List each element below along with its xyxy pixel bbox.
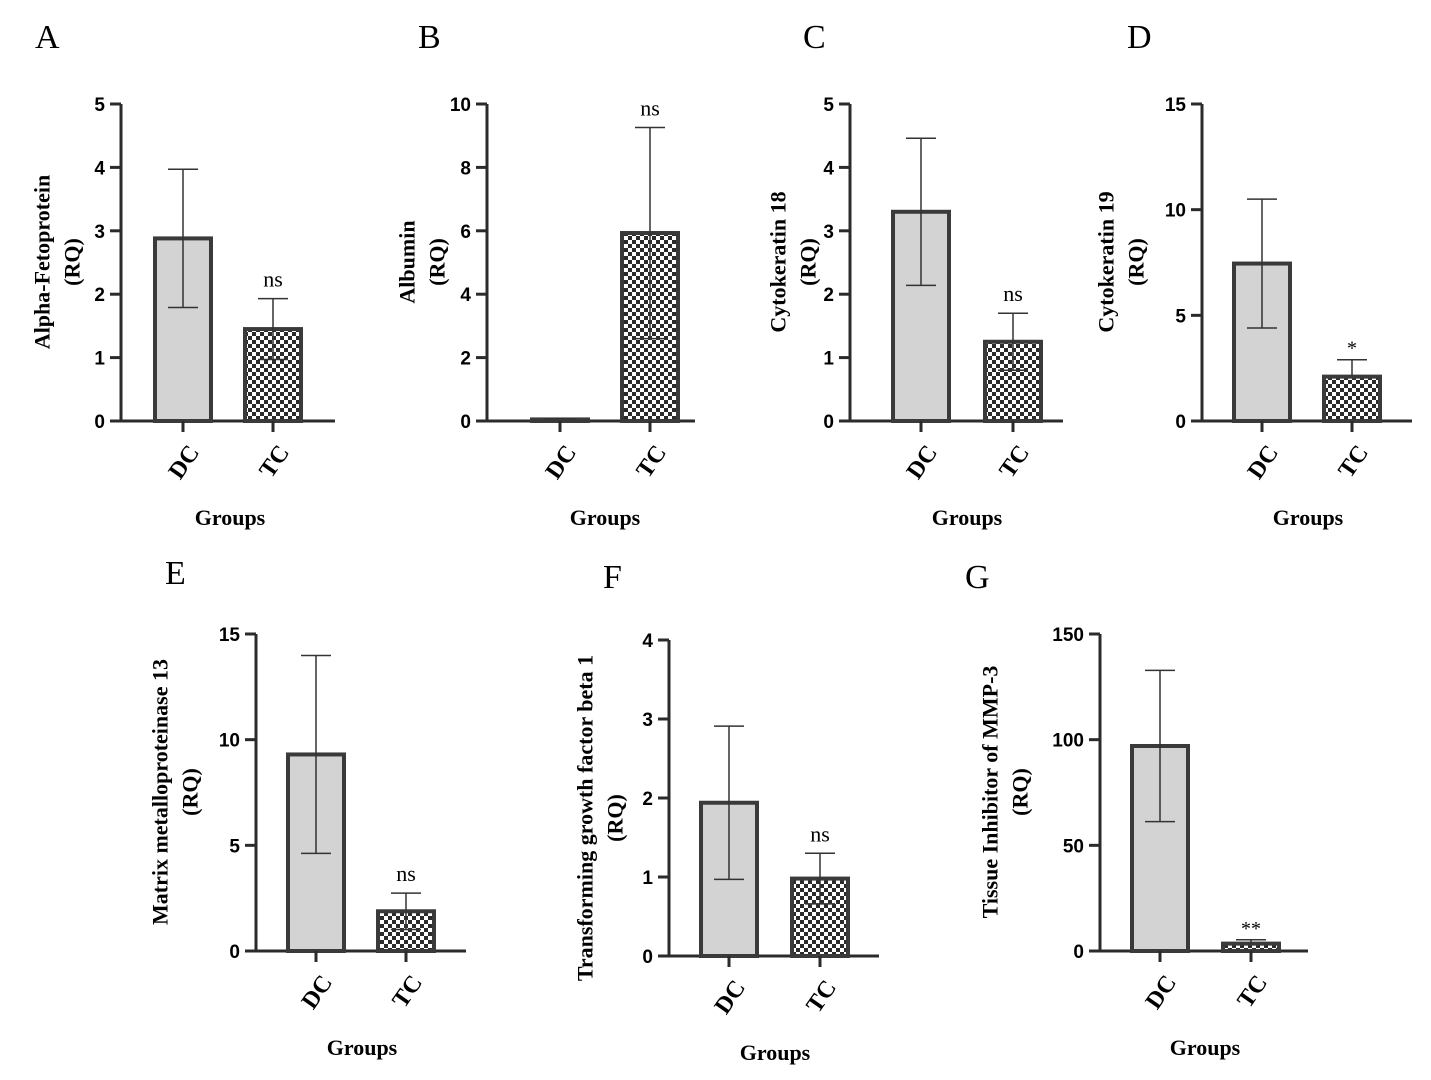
y-axis-title: Albumin — [395, 220, 420, 303]
y-axis-title: Cytokeratin 18 — [766, 191, 791, 332]
y-tick-label: 150 — [1052, 625, 1084, 646]
bar-dc — [530, 417, 590, 424]
category-label: TC — [632, 441, 672, 483]
y-axis-title: (RQ) — [796, 238, 821, 286]
y-axis-title: Cytokeratin 19 — [1094, 191, 1119, 332]
y-tick-label: 100 — [1052, 731, 1084, 752]
panel-label: B — [418, 19, 441, 56]
y-axis-title: (RQ) — [1124, 238, 1149, 286]
y-tick-label: 8 — [460, 158, 471, 179]
chart-panel-f: F 0 1 2 3 4 DC ns TC Groups Transforming growth fa… — [573, 559, 879, 1065]
x-axis-title: Groups — [1273, 505, 1344, 530]
y-tick-label: 4 — [642, 631, 653, 652]
significance-label: ns — [810, 821, 830, 846]
x-axis-title: Groups — [932, 505, 1003, 530]
significance-label: * — [1347, 338, 1357, 360]
y-tick-label: 0 — [1175, 412, 1186, 433]
y-tick-label: 0 — [460, 412, 471, 433]
category-label: TC — [802, 976, 842, 1018]
significance-label: ns — [396, 861, 416, 886]
category-label: DC — [164, 441, 205, 484]
y-tick-label: 0 — [229, 942, 240, 963]
y-tick-label: 50 — [1063, 836, 1084, 857]
panel-label: G — [965, 559, 990, 596]
category-label: DC — [710, 976, 751, 1019]
y-tick-label: 6 — [460, 222, 471, 243]
y-tick-label: 1 — [94, 349, 105, 370]
y-tick-label: 2 — [460, 349, 471, 370]
significance-label: ns — [640, 95, 660, 120]
chart-panel-b: B 0 2 4 6 8 10 DC ns TC Groups Albumin (RQ) — [395, 19, 695, 530]
x-axis-title: Groups — [570, 505, 641, 530]
panel-label: C — [803, 19, 826, 56]
panel-label: D — [1127, 19, 1152, 56]
x-axis-title: Groups — [195, 505, 266, 530]
panel-label: E — [165, 555, 186, 592]
y-tick-label: 3 — [94, 222, 105, 243]
chart-panel-d: D 0 5 10 15 DC * TC Groups Cytokeratin 19 (RQ) — [1094, 19, 1412, 530]
category-label: TC — [388, 971, 428, 1013]
significance-label: ns — [1003, 281, 1023, 306]
y-tick-label: 0 — [94, 412, 105, 433]
y-tick-label: 5 — [823, 95, 834, 116]
x-axis-title: Groups — [1170, 1035, 1241, 1060]
category-label: DC — [902, 441, 943, 484]
category-label: TC — [995, 441, 1035, 483]
chart-panel-g: G 0 50 100 150 DC ** TC Groups Tissue Inhibitor o… — [965, 559, 1308, 1060]
y-tick-label: 3 — [642, 710, 653, 731]
y-tick-label: 5 — [229, 836, 240, 857]
category-label: DC — [1243, 441, 1284, 484]
chart-panel-a: A 0 1 2 3 4 5 DC ns TC Groups Alpha-Fetoprotein (RQ) — [30, 19, 335, 530]
y-tick-label: 10 — [450, 95, 471, 116]
y-tick-label: 15 — [219, 625, 241, 646]
y-axis-title: Tissue Inhibitor of MMP-3 — [978, 666, 1003, 919]
chart-panel-e: E 0 5 10 15 DC ns TC Groups Matrix metalloprotein… — [148, 555, 466, 1060]
y-tick-label: 0 — [1073, 942, 1084, 963]
y-axis-title: (RQ) — [425, 238, 450, 286]
y-tick-label: 2 — [823, 285, 834, 306]
significance-label: ** — [1241, 918, 1261, 940]
bar-tc — [1322, 374, 1382, 423]
y-axis-title: Alpha-Fetoprotein — [30, 175, 55, 349]
y-tick-label: 10 — [219, 731, 240, 752]
y-tick-label: 5 — [94, 95, 105, 116]
y-axis-title: (RQ) — [60, 238, 85, 286]
category-label: DC — [541, 441, 582, 484]
panel-label: A — [35, 19, 60, 56]
x-axis-title: Groups — [740, 1040, 811, 1065]
y-tick-label: 4 — [823, 158, 834, 179]
chart-panel-c: C 0 1 2 3 4 5 DC ns TC Groups Cytokeratin 18 (RQ) — [766, 19, 1063, 530]
y-tick-label: 5 — [1175, 306, 1186, 327]
y-tick-label: 4 — [460, 285, 471, 306]
panel-label: F — [603, 559, 622, 596]
category-label: TC — [255, 441, 295, 483]
bar-tc — [1221, 941, 1281, 953]
y-axis-title: Matrix metalloproteinase 13 — [148, 659, 173, 925]
category-label: TC — [1233, 971, 1273, 1013]
y-axis-title: (RQ) — [178, 768, 203, 816]
y-tick-label: 3 — [823, 222, 834, 243]
y-tick-label: 2 — [642, 789, 653, 810]
category-label: DC — [1141, 971, 1182, 1014]
y-axis-title: Transforming growth factor beta 1 — [573, 655, 598, 981]
y-axis-title: (RQ) — [1008, 768, 1033, 816]
y-tick-label: 1 — [642, 868, 653, 889]
bar-dc — [1232, 261, 1292, 423]
y-tick-label: 1 — [823, 349, 834, 370]
y-axis-title: (RQ) — [603, 794, 628, 842]
category-label: TC — [1334, 441, 1374, 483]
category-label: DC — [297, 971, 338, 1014]
significance-label: ns — [263, 267, 283, 292]
y-tick-label: 10 — [1165, 201, 1186, 222]
y-tick-label: 4 — [94, 158, 105, 179]
y-tick-label: 15 — [1165, 95, 1187, 116]
x-axis-title: Groups — [327, 1035, 398, 1060]
y-tick-label: 0 — [642, 947, 653, 968]
y-tick-label: 0 — [823, 412, 834, 433]
y-tick-label: 2 — [94, 285, 105, 306]
